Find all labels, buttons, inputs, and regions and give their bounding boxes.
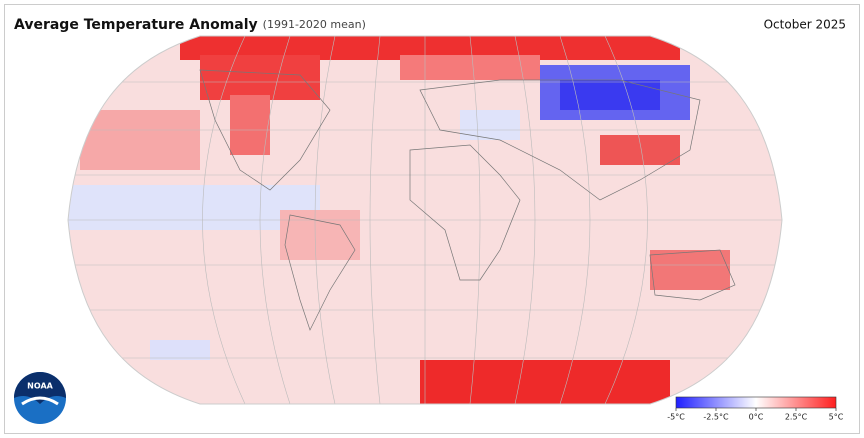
- logo-text: NOAA: [27, 382, 53, 391]
- title: Average Temperature Anomaly (1991-2020 me…: [14, 17, 366, 33]
- colorbar-tick-label: -2.5°C: [703, 413, 729, 422]
- anomaly-map: [68, 36, 782, 404]
- noaa-logo: NOAA: [14, 372, 66, 424]
- colorbar-tick-label: 0°C: [749, 413, 764, 422]
- colorbar-tick-label: 5°C: [829, 413, 844, 422]
- colorbar: [675, 396, 837, 409]
- colorbar-tick-label: -5°C: [667, 413, 685, 422]
- date: October 2025: [764, 18, 846, 32]
- colorbar-tick-label: 2.5°C: [785, 413, 808, 422]
- map-outline: [67, 35, 783, 405]
